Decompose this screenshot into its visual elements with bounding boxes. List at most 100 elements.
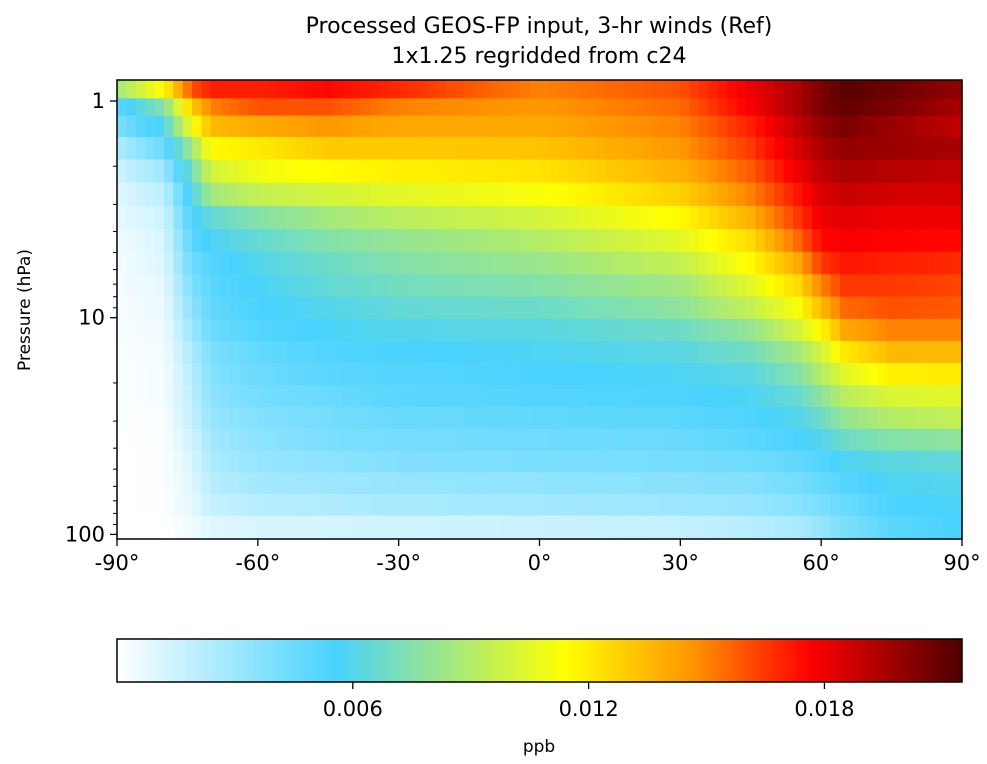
heatmap-cell bbox=[605, 450, 616, 473]
heatmap-cell bbox=[905, 80, 916, 99]
heatmap-cell bbox=[126, 341, 137, 364]
heatmap-cell bbox=[952, 159, 963, 184]
heatmap-cell bbox=[389, 206, 400, 230]
colorbar-tick-label: 0.006 bbox=[323, 697, 383, 721]
heatmap-cell bbox=[783, 318, 794, 342]
heatmap-cell bbox=[417, 206, 428, 230]
heatmap-cell bbox=[605, 341, 616, 364]
heatmap-cell bbox=[764, 296, 775, 320]
heatmap-cell bbox=[248, 182, 259, 207]
heatmap-cell bbox=[586, 407, 597, 430]
heatmap-cell bbox=[163, 115, 174, 138]
heatmap-cell bbox=[896, 98, 907, 117]
heatmap-cell bbox=[821, 407, 832, 430]
x-axis: -90° -60° -30° 0° 30° 60° 90° bbox=[95, 539, 981, 575]
heatmap-cell bbox=[877, 274, 888, 298]
heatmap-cell bbox=[501, 472, 512, 495]
heatmap-cell bbox=[586, 136, 597, 161]
heatmap-cell bbox=[117, 98, 127, 117]
heatmap-cell bbox=[295, 385, 306, 408]
heatmap-cell bbox=[229, 296, 240, 320]
heatmap-cell bbox=[839, 136, 850, 161]
heatmap-cell bbox=[370, 80, 381, 99]
heatmap-cell bbox=[492, 472, 503, 495]
heatmap-cell bbox=[614, 115, 625, 138]
heatmap-cell bbox=[276, 296, 287, 320]
heatmap-cell bbox=[163, 296, 174, 320]
heatmap-cell bbox=[924, 80, 935, 99]
heatmap-cell bbox=[811, 296, 822, 320]
heatmap-cell bbox=[877, 98, 888, 117]
heatmap-cell bbox=[717, 228, 728, 253]
heatmap-cell bbox=[408, 472, 419, 495]
heatmap-cell bbox=[511, 296, 522, 320]
heatmap-cell bbox=[727, 341, 738, 364]
heatmap-cell bbox=[483, 296, 494, 320]
heatmap-cell bbox=[117, 115, 127, 138]
heatmap-cell bbox=[426, 274, 437, 298]
heatmap-cell bbox=[295, 274, 306, 298]
heatmap-cell bbox=[417, 274, 428, 298]
x-tick-label: -90° bbox=[95, 551, 140, 575]
heatmap-cell bbox=[793, 206, 803, 230]
heatmap-cell bbox=[417, 515, 428, 540]
heatmap-cell bbox=[811, 472, 822, 495]
heatmap-cell bbox=[783, 385, 794, 408]
heatmap-cell bbox=[595, 206, 606, 230]
heatmap-cell bbox=[539, 472, 550, 495]
heatmap-cell bbox=[886, 80, 897, 99]
heatmap-cell bbox=[501, 98, 512, 117]
heatmap-cell bbox=[520, 206, 531, 230]
heatmap-cell bbox=[577, 428, 588, 452]
heatmap-cell bbox=[351, 472, 362, 495]
heatmap-cell bbox=[952, 98, 963, 117]
heatmap-cell bbox=[595, 318, 606, 342]
heatmap-cell bbox=[126, 228, 137, 253]
heatmap-cell bbox=[501, 407, 512, 430]
heatmap-cell bbox=[464, 363, 475, 386]
heatmap-cell bbox=[558, 428, 569, 452]
heatmap-cell bbox=[868, 428, 879, 452]
heatmap-cell bbox=[210, 493, 221, 517]
heatmap-cell bbox=[915, 407, 926, 430]
heatmap-cell bbox=[539, 428, 550, 452]
heatmap-cell bbox=[774, 115, 785, 138]
heatmap-cell bbox=[736, 98, 747, 117]
heatmap-cell bbox=[408, 251, 419, 275]
heatmap-cell bbox=[746, 493, 757, 517]
heatmap-cell bbox=[595, 159, 606, 184]
heatmap-cell bbox=[727, 493, 738, 517]
heatmap-cell bbox=[276, 318, 287, 342]
heatmap-cell bbox=[577, 296, 588, 320]
heatmap-cell bbox=[248, 159, 259, 184]
heatmap-cell bbox=[746, 363, 757, 386]
heatmap-cell bbox=[717, 251, 728, 275]
heatmap-cell bbox=[624, 493, 634, 517]
heatmap-cell bbox=[464, 341, 475, 364]
heatmap-cell bbox=[811, 341, 822, 364]
heatmap-cell bbox=[699, 341, 710, 364]
heatmap-cell bbox=[239, 428, 250, 452]
heatmap-cell bbox=[755, 159, 766, 184]
heatmap-cell bbox=[933, 296, 944, 320]
heatmap-cell bbox=[943, 274, 954, 298]
heatmap-cell bbox=[746, 136, 757, 161]
heatmap-cell bbox=[361, 318, 372, 342]
heatmap-cell bbox=[379, 515, 390, 540]
heatmap-cell bbox=[642, 472, 653, 495]
heatmap-cell bbox=[408, 363, 419, 386]
heatmap-cell bbox=[492, 363, 503, 386]
heatmap-cell bbox=[886, 385, 897, 408]
heatmap-cell bbox=[117, 341, 127, 364]
heatmap-cell bbox=[182, 296, 193, 320]
heatmap-cell bbox=[717, 450, 728, 473]
heatmap-cell bbox=[943, 80, 954, 99]
heatmap-cell bbox=[455, 296, 465, 320]
heatmap-cell bbox=[783, 80, 794, 99]
heatmap-cell bbox=[342, 115, 353, 138]
heatmap-cell bbox=[736, 450, 747, 473]
heatmap-cell bbox=[652, 450, 663, 473]
heatmap-cell bbox=[755, 182, 766, 207]
heatmap-cell bbox=[811, 251, 822, 275]
heatmap-cell bbox=[633, 515, 644, 540]
